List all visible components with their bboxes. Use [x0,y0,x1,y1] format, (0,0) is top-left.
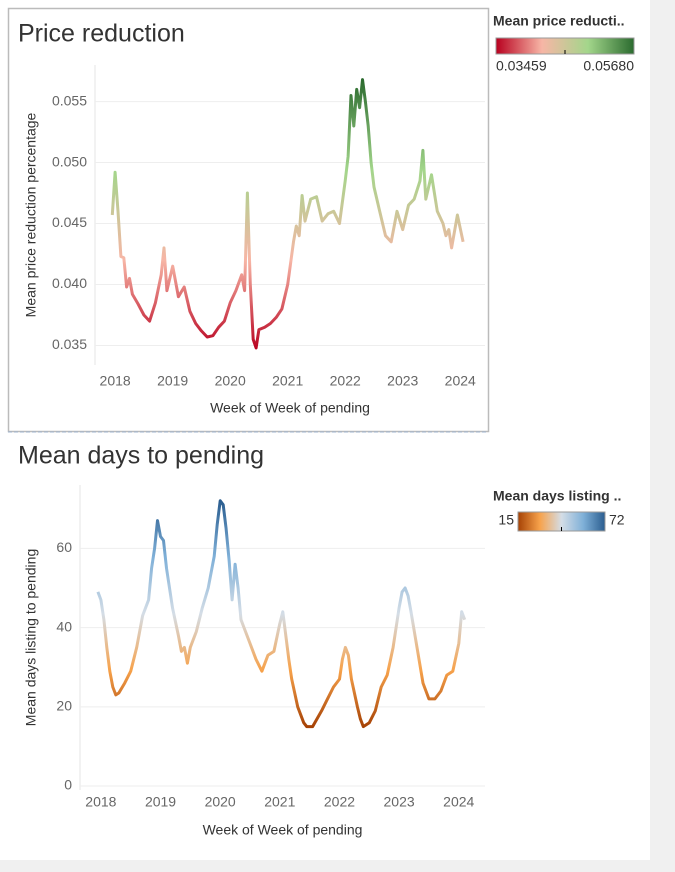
x-tick-label: 2023 [387,373,418,389]
dashboard-background [0,0,650,860]
x-tick-label: 2018 [85,794,116,810]
data-line [96,499,467,729]
y-tick-label: 0.050 [52,153,87,169]
legend-max-label: 72 [609,512,625,528]
y-tick-label: 0.035 [52,336,87,352]
legend-min-label: 0.03459 [496,58,547,74]
x-tick-label: 2022 [324,794,355,810]
y-axis-title: Mean price reduction percentage [23,112,39,317]
y-tick-label: 0.055 [52,92,87,108]
x-tick-label: 2020 [215,373,246,389]
x-axis-title: Week of Week of pending [203,822,363,838]
x-tick-label: 2024 [443,794,474,810]
x-tick-label: 2019 [157,373,188,389]
y-axis-title: Mean days listing to pending [23,549,39,726]
x-tick-label: 2018 [100,373,131,389]
chart-title: Price reduction [18,20,185,48]
legend-title: Mean price reducti.. [493,13,624,29]
y-tick-label: 40 [56,618,72,634]
x-tick-label: 2022 [330,373,361,389]
data-line [110,78,465,350]
x-tick-label: 2021 [272,373,303,389]
y-tick-label: 0.045 [52,214,87,230]
x-tick-label: 2024 [445,373,476,389]
y-tick-label: 0 [64,777,72,793]
y-tick-label: 20 [56,698,72,714]
y-tick-label: 60 [56,539,72,555]
x-tick-label: 2020 [205,794,236,810]
x-tick-label: 2019 [145,794,176,810]
x-tick-label: 2023 [384,794,415,810]
legend-min-label: 15 [498,512,514,528]
x-axis-title: Week of Week of pending [210,400,370,416]
x-tick-label: 2021 [264,794,295,810]
y-tick-label: 0.040 [52,275,87,291]
legend-max-label: 0.05680 [583,58,634,74]
legend-title: Mean days listing .. [493,488,621,504]
chart-title: Mean days to pending [18,442,264,470]
